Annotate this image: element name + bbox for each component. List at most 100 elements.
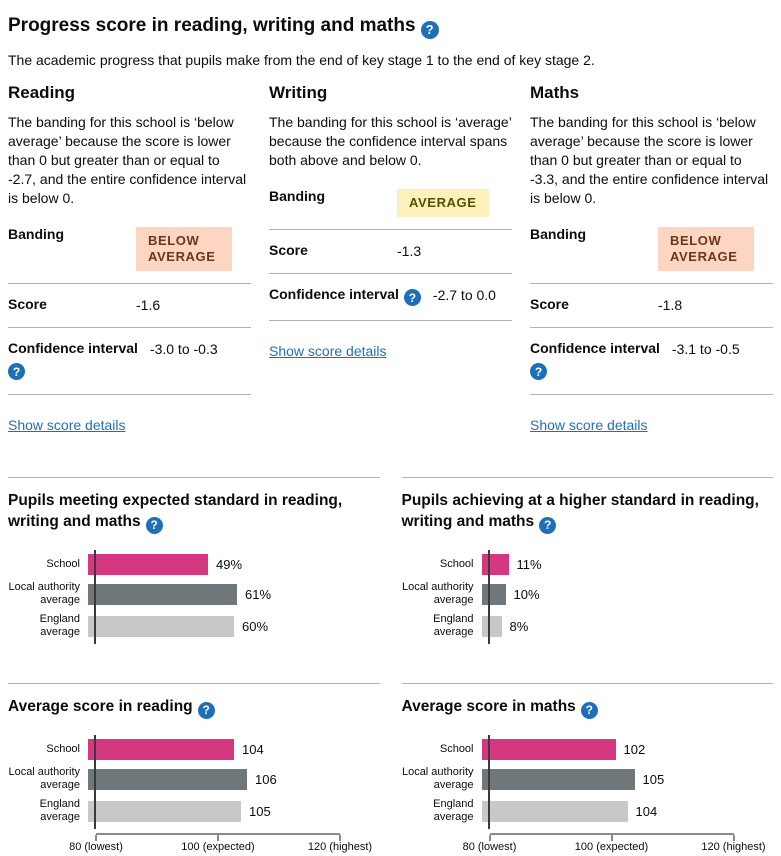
bar-row: England average 8% [402, 613, 774, 639]
category-label: Local authority average [8, 766, 80, 791]
intro-text: The academic progress that pupils make f… [8, 51, 595, 68]
chart-heading-text: Pupils achieving at a higher standard in… [401, 492, 759, 530]
score-value: -1.6 [136, 297, 161, 313]
x-axis-label: 120 (highest) [307, 841, 373, 853]
category-label: England average [39, 798, 80, 823]
score-row: Score -1.6 [8, 284, 251, 328]
subject-heading: Reading [8, 82, 76, 102]
x-axis [95, 833, 341, 841]
bar-row: School 11% [402, 554, 774, 575]
score-row: Score -1.8 [530, 284, 773, 328]
chart-heading: Pupils meeting expected standard in read… [8, 490, 378, 534]
bar-row: School 49% [8, 554, 380, 575]
chart-heading-text: Average score in reading [8, 698, 193, 715]
bar-row: England average 104 [402, 798, 774, 824]
chart-heading-text: Pupils meeting expected standard in read… [8, 492, 343, 530]
show-score-details-link[interactable]: Show score details [530, 417, 648, 433]
category-label: Local authority average [8, 581, 80, 606]
banding-badge: AVERAGE [397, 188, 489, 217]
subject-column-maths: Maths The banding for this school is ‘be… [530, 83, 773, 436]
bar [481, 739, 616, 760]
chart-heading: Pupils achieving at a higher standard in… [402, 490, 772, 534]
category-label: England average [39, 613, 80, 638]
help-icon[interactable]: ? [539, 517, 557, 534]
banding-row: Banding BELOW AVERAGE [530, 216, 773, 284]
subject-column-reading: Reading The banding for this school is ‘… [8, 83, 251, 436]
bar-value-label: 106 [255, 771, 277, 787]
chart-heading-text: Average score in maths [401, 698, 576, 715]
score-value: -1.8 [658, 297, 683, 313]
x-axis-label: 80 (lowest) [69, 841, 123, 853]
x-axis-labels: 80 (lowest) 100 (expected) 120 (highest) [463, 841, 766, 856]
bar-value-label: 11% [516, 557, 542, 572]
category-label: School [439, 558, 474, 570]
bar-value-label: 49% [216, 557, 243, 572]
banding-label: Banding [269, 187, 325, 204]
confidence-interval-label: Confidence interval ? [8, 340, 142, 380]
confidence-interval-value: -3.0 to -0.3 [149, 341, 218, 357]
help-icon[interactable]: ? [420, 20, 439, 39]
confidence-interval-label-text: Confidence interval [8, 340, 138, 356]
confidence-interval-row: Confidence interval? -2.7 to 0.0 [269, 274, 512, 322]
bar [88, 554, 208, 575]
page-title: Progress score in reading, writing and m… [8, 14, 773, 39]
x-axis-label: 100 (expected) [181, 841, 255, 853]
confidence-interval-value: -3.1 to -0.5 [671, 341, 740, 357]
chart-section-higher-standard: Pupils achieving at a higher standard in… [401, 477, 774, 645]
help-icon[interactable]: ? [403, 289, 421, 307]
chart-heading: Average score in maths? [402, 696, 772, 719]
banding-badge: BELOW AVERAGE [658, 226, 754, 271]
score-row: Score -1.3 [269, 230, 512, 274]
category-label: England average [433, 798, 474, 823]
banding-row: Banding BELOW AVERAGE [8, 216, 251, 284]
category-label: School [46, 743, 80, 755]
bar-chart: School 102 Local authority average 105 Engla… [401, 735, 774, 856]
bar-value-label: 105 [249, 803, 271, 819]
bar-value-label: 104 [242, 742, 264, 757]
show-score-details-link[interactable]: Show score details [269, 343, 387, 360]
chart-heading: Average score in reading? [8, 696, 378, 719]
x-axis-label: 100 (expected) [574, 841, 649, 853]
bar-row: England average 60% [8, 613, 380, 639]
bar-row: England average 105 [8, 798, 380, 824]
bar [88, 800, 241, 822]
help-icon[interactable]: ? [145, 517, 163, 534]
y-axis [94, 735, 96, 829]
subject-heading: Writing [269, 82, 328, 102]
chart-section-expected-standard: Pupils meeting expected standard in read… [8, 477, 380, 645]
show-score-details-link[interactable]: Show score details [8, 417, 126, 433]
x-axis-label: 120 (highest) [701, 841, 766, 853]
confidence-interval-label: Confidence interval ? [530, 340, 664, 380]
bar-value-label: 8% [509, 618, 529, 634]
y-axis [94, 550, 96, 644]
subject-description: The banding for this school is ‘below av… [530, 113, 769, 206]
bar-value-label: 10% [513, 586, 540, 602]
category-label: Local authority average [401, 766, 474, 791]
x-axis-label: 80 (lowest) [462, 841, 517, 853]
bar-value-label: 102 [623, 742, 646, 757]
bar-value-label: 105 [642, 771, 665, 787]
bar-chart: School 49% Local authority average 61% Engla… [8, 550, 380, 644]
x-axis-labels: 80 (lowest) 100 (expected) 120 (highest) [69, 841, 372, 856]
bar-value-label: 61% [245, 586, 272, 602]
bar [481, 583, 506, 605]
help-icon[interactable]: ? [530, 363, 547, 380]
bar [481, 768, 635, 790]
confidence-interval-label-text: Confidence interval [530, 340, 660, 356]
x-axis [488, 833, 735, 841]
bar [88, 615, 234, 637]
bar-row: Local authority average 10% [402, 581, 774, 607]
score-value: -1.3 [397, 242, 422, 259]
help-icon[interactable]: ? [580, 702, 598, 719]
subject-heading: Maths [530, 82, 580, 102]
help-icon[interactable]: ? [197, 702, 215, 719]
chart-section-average-reading: Average score in reading? School 104 Local… [8, 683, 380, 856]
bar-chart: School 11% Local authority average 10% Engla… [402, 550, 774, 644]
help-icon[interactable]: ? [8, 363, 25, 380]
score-label: Score [8, 296, 47, 312]
banding-badge: BELOW AVERAGE [136, 226, 232, 271]
banding-label: Banding [8, 225, 64, 242]
category-label: Local authority average [401, 581, 474, 606]
y-axis [487, 735, 490, 829]
